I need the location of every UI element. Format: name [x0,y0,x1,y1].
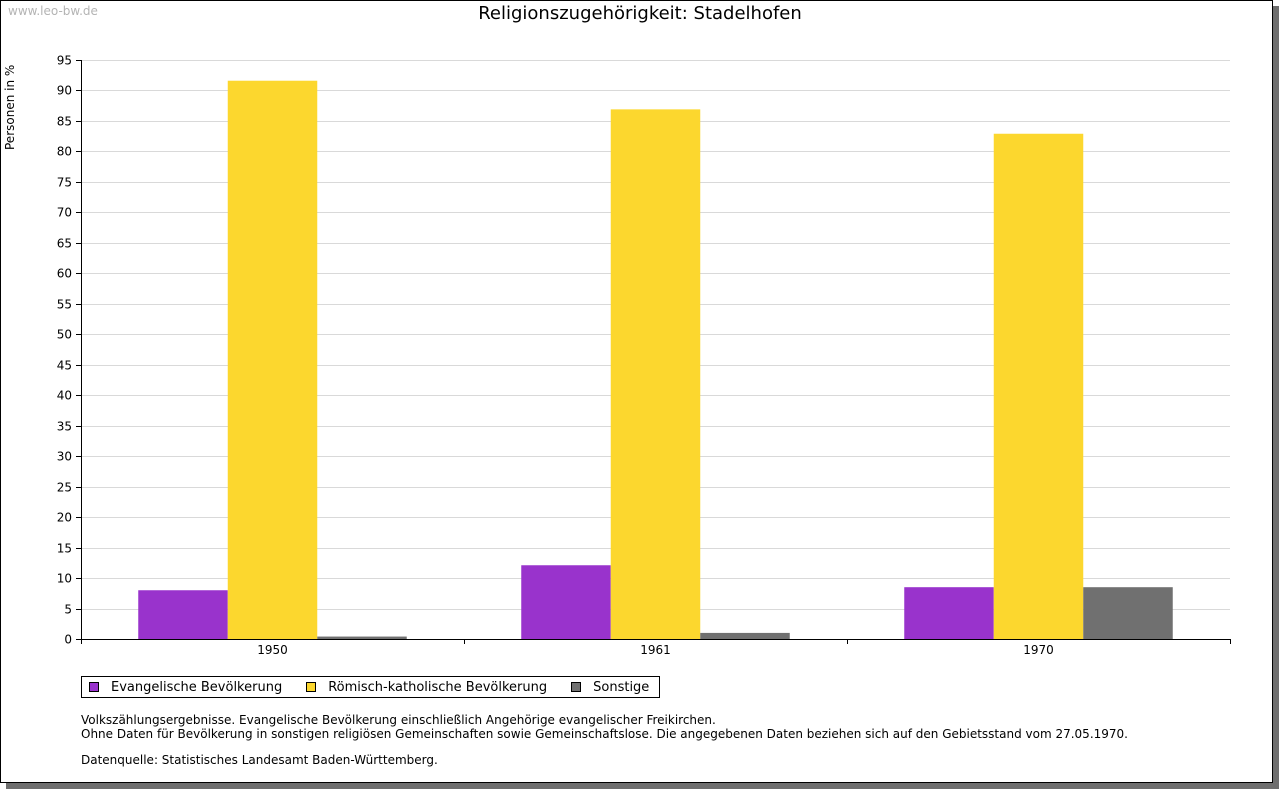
y-tick-label: 10 [57,572,72,586]
footnote-line: Volkszählungsergebnisse. Evangelische Be… [81,713,716,727]
watermark: www.leo-bw.de [8,4,98,18]
bar-1970-3 [1083,587,1173,639]
x-tick-label: 1961 [640,643,671,657]
chart-title: Religionszugehörigkeit: Stadelhofen [478,3,802,24]
bar-1970-2 [993,133,1084,639]
legend-item-sonstige: Sonstige [571,680,649,695]
footnote-line: Ohne Daten für Bevölkerung in sonstigen … [81,727,1128,741]
legend: Evangelische Bevölkerung Römisch-katholi… [81,676,661,698]
bar-1950-3 [317,636,407,639]
axes [76,60,1231,644]
y-tick-label: 15 [57,542,72,556]
legend-swatch [89,682,99,692]
x-tick-label: 1970 [1023,643,1054,657]
bar-1961-2 [610,109,701,639]
y-tick-label: 45 [57,359,72,373]
y-tick-label: 55 [57,298,72,312]
y-tick-label: 70 [57,206,72,220]
y-tick-label: 35 [57,420,72,434]
bar-1970-1 [904,587,994,639]
y-tick-label: 85 [57,115,72,129]
footnotes: Volkszählungsergebnisse. Evangelische Be… [81,713,1128,741]
frame-shadow-bottom [6,783,1279,789]
y-tick-label: 65 [57,237,72,251]
legend-item-katholisch: Römisch-katholische Bevölkerung [306,680,547,695]
y-tick-label: 5 [64,603,72,617]
tick-labels: 0 5 10 15 20 25 30 35 40 45 50 55 60 65 70 75 80 85 90 95 19… [57,54,1054,658]
y-tick-label: 95 [57,54,72,68]
bars [138,80,1173,639]
bar-1961-1 [521,565,611,639]
y-tick-label: 0 [64,633,72,647]
y-tick-label: 30 [57,450,72,464]
y-tick-label: 75 [57,176,72,190]
y-tick-label: 60 [57,267,72,281]
bar-1950-2 [227,80,318,639]
legend-label: Evangelische Bevölkerung [111,679,283,695]
y-tick-label: 40 [57,389,72,403]
frame-shadow-right [1273,6,1279,789]
y-tick-label: 80 [57,145,72,159]
y-tick-label: 50 [57,328,72,342]
legend-swatch [571,682,582,692]
legend-label: Römisch-katholische Bevölkerung [328,679,548,695]
y-tick-label: 90 [57,84,72,98]
y-tick-label: 20 [57,511,72,525]
bar-chart: 0 5 10 15 20 25 30 35 40 45 50 55 60 65 70 75 80 85 90 95 19… [57,54,1231,658]
legend-item-evangelisch: Evangelische Bevölkerung [89,680,282,695]
bar-1961-3 [700,632,790,639]
y-tick-label: 25 [57,481,72,495]
legend-swatch [306,682,317,692]
legend-label: Sonstige [593,679,650,695]
data-source: Datenquelle: Statistisches Landesamt Bad… [81,753,438,767]
x-tick-label: 1950 [257,643,288,657]
bar-1950-1 [138,590,228,639]
